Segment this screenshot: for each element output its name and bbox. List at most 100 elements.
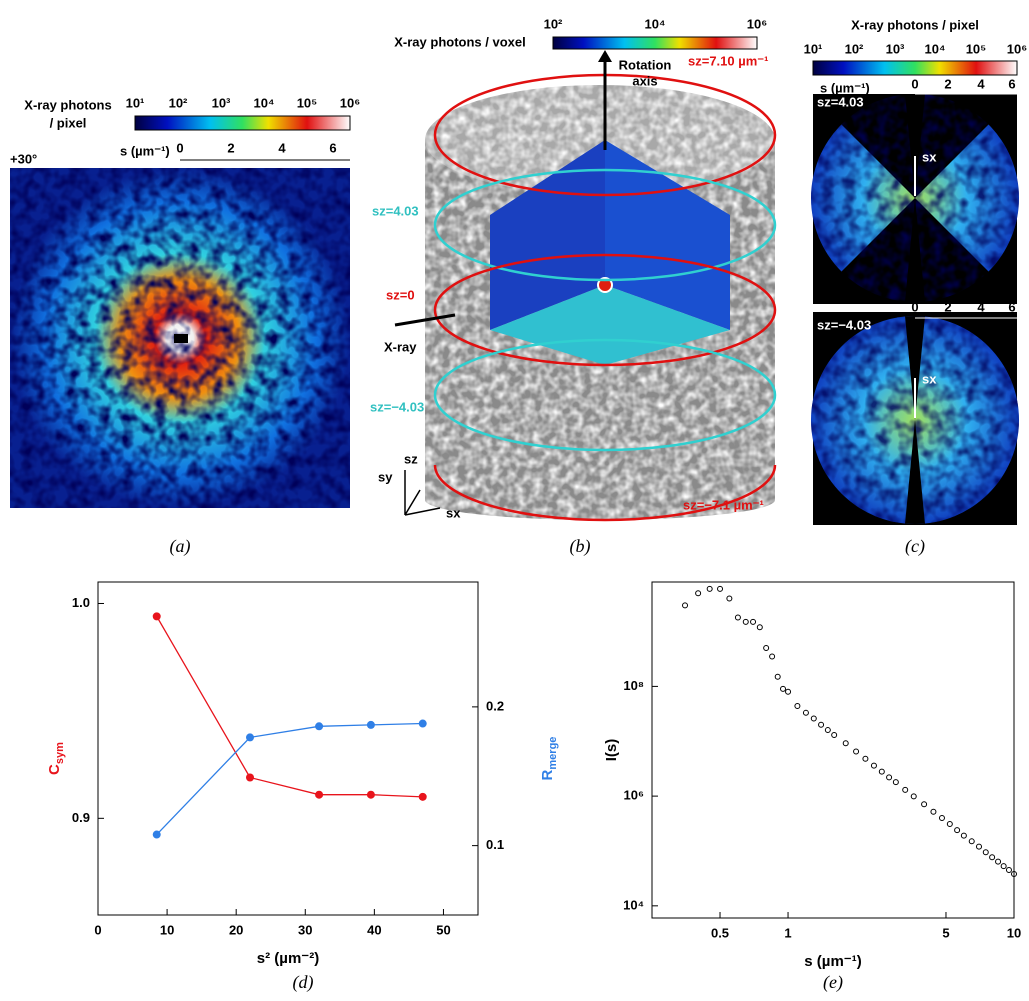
colorbar-tick: 10¹ bbox=[804, 41, 823, 56]
annotation: sz=−4.03 bbox=[370, 399, 424, 414]
center bbox=[597, 277, 613, 293]
annotation: sz=−4.03 bbox=[817, 317, 871, 332]
y-axis-label: I(s) bbox=[603, 739, 620, 762]
scale-tick: 4 bbox=[977, 299, 985, 314]
colorbar-tick: 10⁴ bbox=[254, 95, 275, 110]
axis-glyph-label: sy bbox=[378, 469, 393, 484]
x-tick-label: 50 bbox=[436, 922, 450, 937]
annotation: sz=−7.1 µm⁻¹ bbox=[683, 497, 764, 512]
point bbox=[975, 843, 982, 850]
point bbox=[1005, 866, 1012, 873]
scale-tick: 2 bbox=[944, 76, 951, 91]
colorbar-tick: 10⁵ bbox=[297, 95, 318, 110]
annotation: sz=7.10 µm⁻¹ bbox=[688, 53, 768, 68]
point bbox=[831, 732, 838, 739]
x-tick-label: 10 bbox=[1007, 925, 1021, 940]
y-tick-label: 10⁸ bbox=[623, 678, 644, 693]
series-line bbox=[156, 722, 423, 835]
point bbox=[152, 830, 161, 839]
point bbox=[246, 733, 254, 742]
caption: (b) bbox=[570, 536, 591, 557]
angle-label: +30° bbox=[10, 151, 37, 166]
colorbar-tick: 10² bbox=[169, 95, 188, 110]
colorbar-title: X-ray photons / pixel bbox=[851, 17, 979, 32]
axis-label-main: R bbox=[539, 769, 556, 780]
cut-face bbox=[490, 140, 605, 330]
point bbox=[982, 849, 989, 856]
point bbox=[892, 779, 899, 786]
gap bbox=[905, 316, 925, 524]
point bbox=[802, 709, 809, 716]
scale-tick: 2 bbox=[227, 140, 234, 155]
scale-tick: 6 bbox=[1008, 299, 1015, 314]
colorbar-title: X-ray photons bbox=[24, 97, 111, 112]
axis-label: Rmerge bbox=[539, 737, 559, 781]
point bbox=[780, 685, 787, 692]
annotation: sz=4.03 bbox=[372, 203, 419, 218]
annotation: sx bbox=[922, 371, 937, 386]
scale-tick: 4 bbox=[977, 76, 985, 91]
colorbar-tick: 10¹ bbox=[126, 95, 145, 110]
scale-tick: 4 bbox=[278, 140, 286, 155]
scale-tick: 2 bbox=[944, 299, 951, 314]
point bbox=[989, 854, 996, 861]
annotation: sz=4.03 bbox=[817, 94, 864, 109]
axis-glyph-label: sx bbox=[446, 505, 461, 520]
y-tick-label: 0.9 bbox=[72, 810, 90, 825]
beamstop bbox=[174, 334, 188, 343]
x-tick-label: 30 bbox=[298, 922, 312, 937]
axis-label-sub: merge bbox=[547, 737, 559, 770]
point bbox=[246, 773, 254, 782]
scale-tick: 6 bbox=[1008, 76, 1015, 91]
point bbox=[152, 612, 161, 621]
point bbox=[842, 740, 849, 747]
point bbox=[853, 748, 860, 755]
colorbar-tick: 10² bbox=[544, 16, 563, 31]
point bbox=[706, 585, 713, 592]
point bbox=[930, 808, 937, 815]
panel-a: X-ray photons / pixel 10¹ 10² 10³ 10⁴ 10… bbox=[10, 95, 360, 557]
colorbar bbox=[812, 60, 1018, 76]
annotation: sz=0 bbox=[386, 287, 415, 302]
axis-label: Csym bbox=[46, 742, 66, 775]
ring bbox=[433, 168, 777, 282]
point bbox=[878, 768, 885, 775]
point bbox=[785, 688, 792, 695]
point bbox=[794, 702, 801, 709]
y-tick-label: 10⁴ bbox=[623, 897, 644, 912]
y2-tick-label: 0.1 bbox=[486, 837, 504, 852]
cut-face bbox=[605, 140, 730, 330]
point bbox=[774, 673, 781, 680]
y-tick-label: 1.0 bbox=[72, 595, 90, 610]
colorbar-tick: 10² bbox=[845, 41, 864, 56]
point bbox=[968, 838, 975, 845]
x-tick-label: 40 bbox=[367, 922, 381, 937]
ring bbox=[433, 338, 777, 452]
x-tick-label: 10 bbox=[160, 922, 174, 937]
scale-tick: 0 bbox=[911, 76, 918, 91]
plot-frame bbox=[651, 581, 1015, 919]
arrowhead bbox=[598, 50, 612, 62]
annotation: axis bbox=[632, 73, 657, 88]
colorbar-title: X-ray photons / voxel bbox=[394, 34, 525, 49]
point bbox=[315, 790, 324, 799]
plot-frame bbox=[97, 581, 479, 916]
scale-label: s (µm⁻¹) bbox=[120, 143, 170, 158]
panel-b: X-ray photons / voxel 10² 10⁴ 10⁶ Rotati… bbox=[370, 16, 777, 557]
point bbox=[960, 832, 967, 839]
point bbox=[995, 858, 1002, 865]
x-axis-label: s² (µm⁻²) bbox=[257, 950, 319, 967]
point bbox=[938, 814, 945, 821]
colorbar-tick: 10³ bbox=[886, 41, 905, 56]
colorbar-tick: 10⁴ bbox=[645, 16, 666, 31]
point bbox=[717, 585, 724, 592]
annotation: X-ray bbox=[384, 339, 417, 354]
point bbox=[954, 827, 961, 834]
point bbox=[1011, 871, 1017, 878]
xray-arrow bbox=[394, 313, 456, 327]
point bbox=[824, 727, 831, 734]
axis-label-sub: sym bbox=[54, 742, 66, 764]
annotation: Rotation bbox=[619, 57, 672, 72]
caption: (c) bbox=[905, 536, 925, 557]
colorbar bbox=[134, 115, 351, 131]
